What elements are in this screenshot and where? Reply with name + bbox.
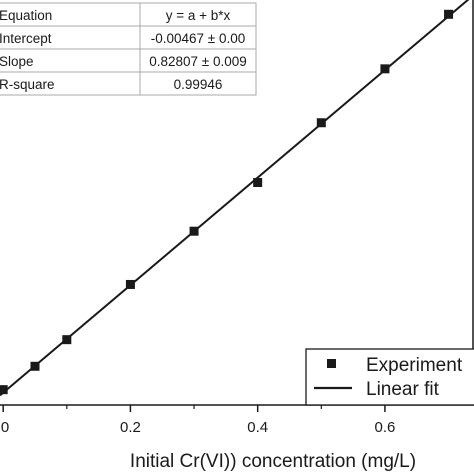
- stats-table: Equation y = a + b*x Intercept -0.00467 …: [0, 2, 257, 96]
- legend-square-icon: [327, 359, 336, 368]
- stats-label-intercept: Intercept: [0, 31, 52, 46]
- x-axis-title: Initial Cr(VI)) concentration (mg/L): [130, 451, 416, 472]
- data-point: [253, 178, 263, 187]
- stats-value-intercept: -0.00467 ± 0.00: [151, 31, 245, 46]
- x-tick-label: 0.4: [247, 419, 268, 436]
- stats-value-r-square: 0.99946: [174, 77, 223, 92]
- legend-box: [305, 348, 474, 406]
- fit-line-layer: [0, 0, 470, 397]
- stats-label-slope: Slope: [0, 54, 34, 69]
- data-point: [380, 64, 390, 74]
- data-points-layer: [0, 9, 454, 395]
- legend-label-experiment: Experiment: [366, 355, 463, 376]
- stats-label-equation: Equation: [0, 8, 52, 23]
- x-tick-label: 0.6: [374, 419, 395, 436]
- x-axis-ticks: 0 0.2 0.4 0.6: [1, 405, 395, 436]
- stats-value-slope: 0.82807 ± 0.009: [149, 54, 247, 69]
- stats-label-r-square: R-square: [0, 77, 55, 92]
- x-tick-label: 0: [1, 419, 9, 436]
- data-point: [0, 385, 8, 395]
- legend-label-linear-fit: Linear fit: [366, 379, 440, 400]
- data-point: [189, 226, 199, 236]
- data-point: [30, 361, 40, 371]
- linear-fit-line: [0, 0, 470, 397]
- data-point: [62, 335, 72, 345]
- data-point: [125, 279, 135, 289]
- stats-value-equation: y = a + b*x: [166, 8, 231, 23]
- legend: Experiment Linear fit: [305, 348, 474, 406]
- data-point: [316, 118, 326, 128]
- x-tick-label: 0.2: [120, 419, 141, 436]
- data-point: [444, 9, 454, 19]
